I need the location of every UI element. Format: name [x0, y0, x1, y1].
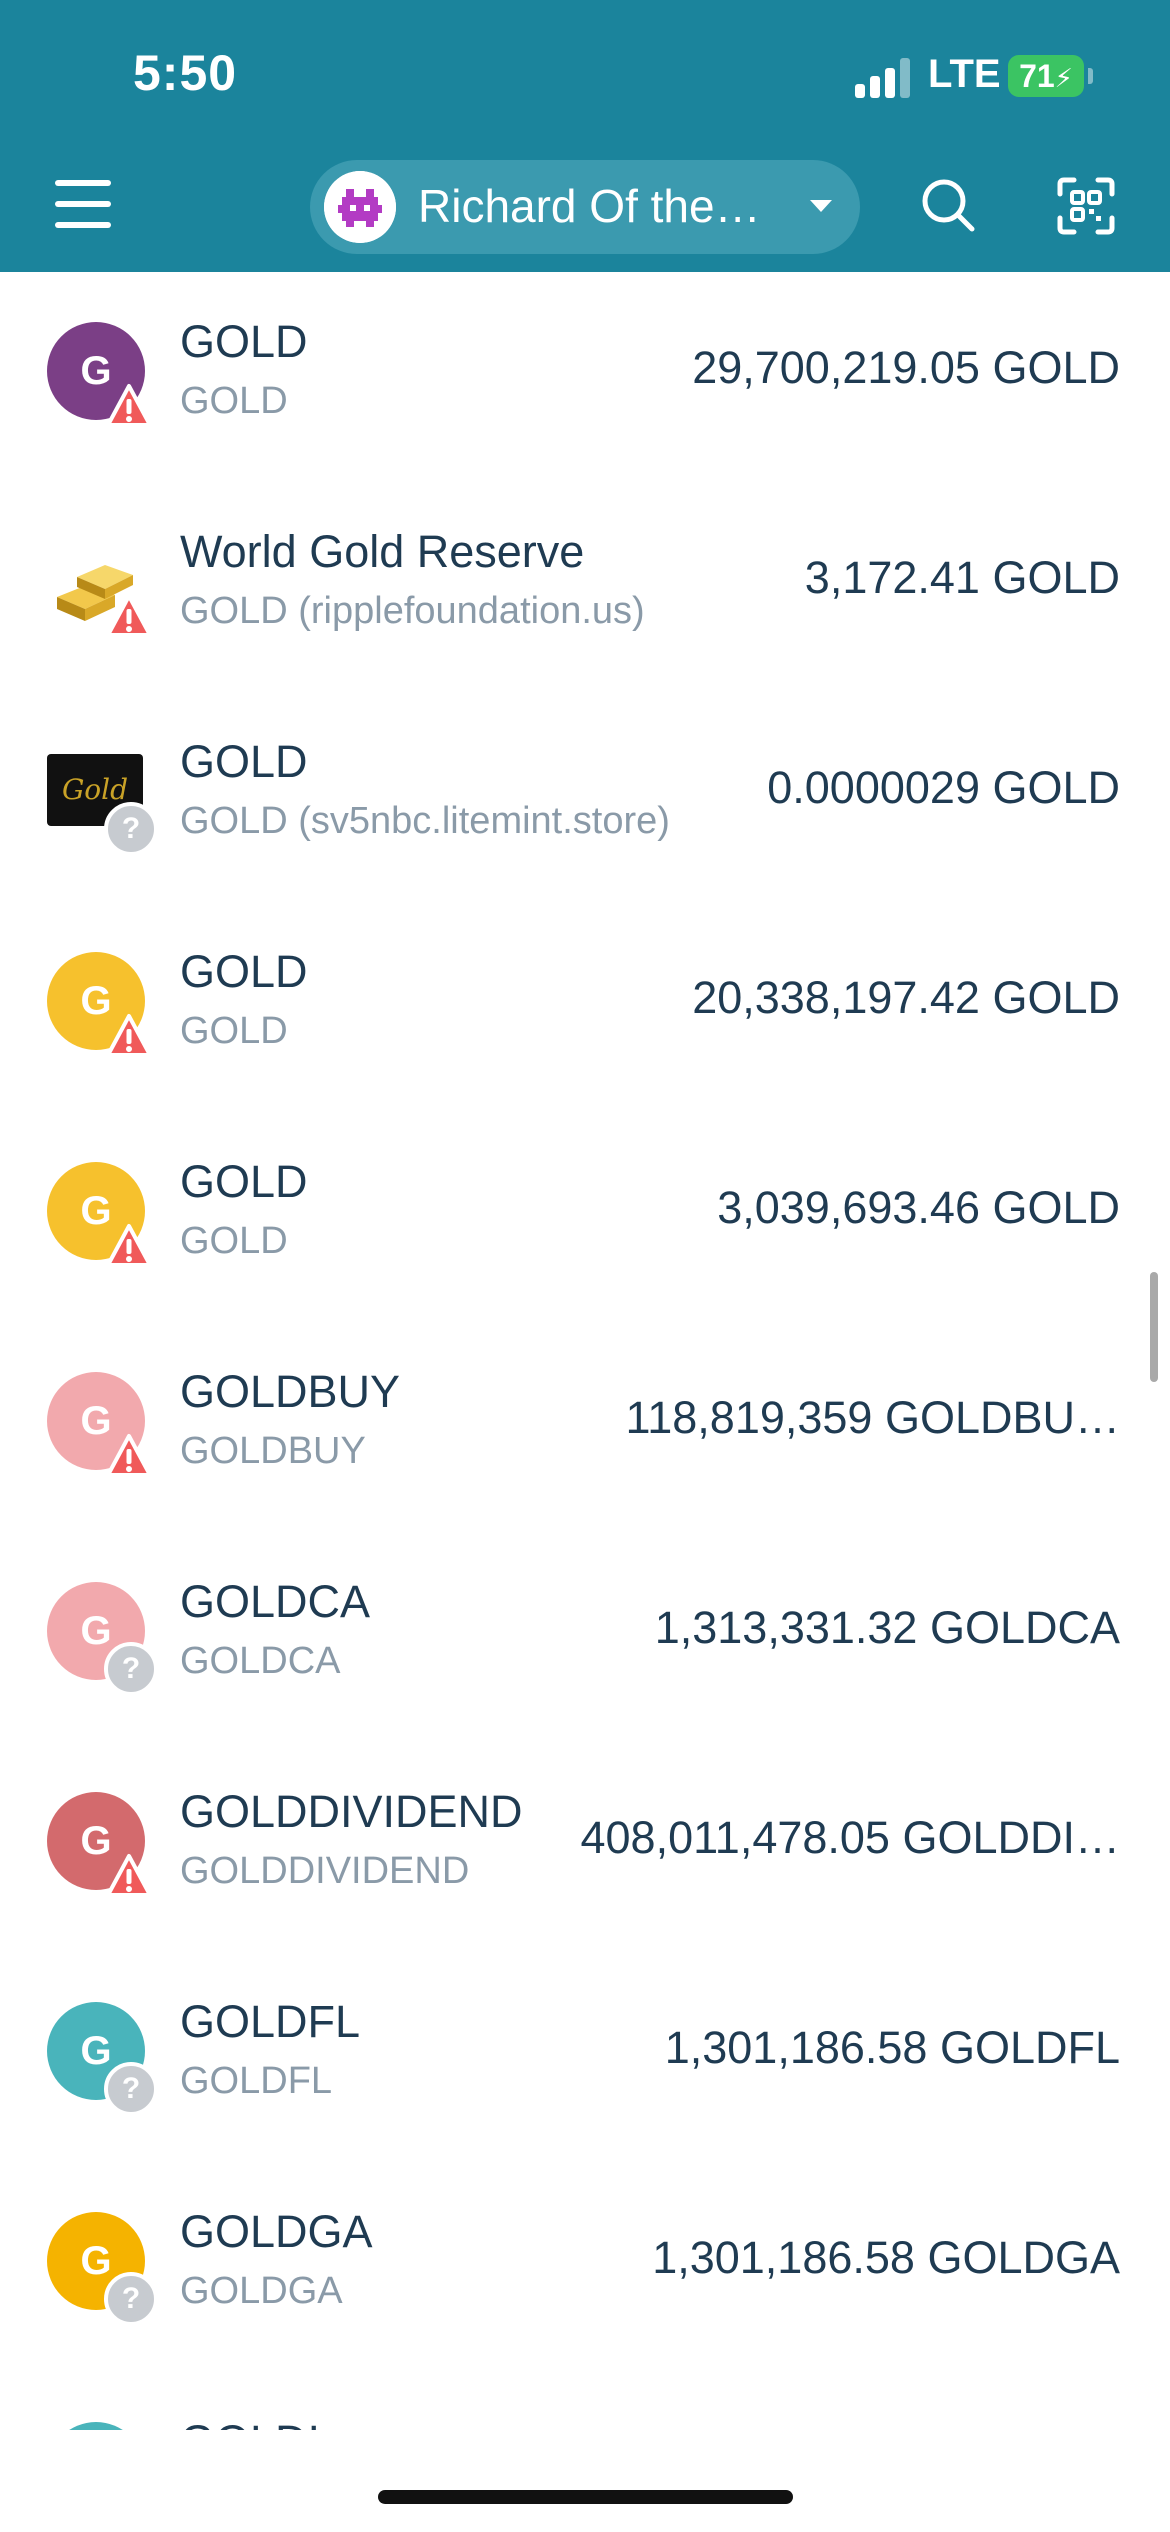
token-name: GOLDFL	[180, 1996, 361, 2047]
token-balance: 1,313,331.32 GOLDCA	[654, 1602, 1120, 1653]
warning-icon	[106, 1014, 152, 1057]
list-item[interactable]: Gold ? GOLD GOLD (sv5nbc.litemint.store)…	[0, 692, 1170, 902]
token-balance: 20,338,197.42 GOLD	[692, 972, 1120, 1023]
unknown-icon: ?	[104, 2272, 158, 2326]
list-item[interactable]: G GOLDDIVIDEND GOLDDIVIDEND 408,011,478.…	[0, 1742, 1170, 1952]
token-issuer: GOLDCA	[180, 1640, 341, 1682]
token-balance: 118,819,359 GOLDBU…	[625, 1392, 1120, 1443]
search-icon[interactable]	[918, 175, 978, 235]
status-time: 5:50	[133, 45, 238, 101]
list-item[interactable]: G ? GOLDGA GOLDGA 1,301,186.58 GOLDGA	[0, 2162, 1170, 2372]
token-name: GOLD	[180, 736, 308, 787]
token-issuer: GOLDFL	[180, 2060, 333, 2102]
app-header: 5:50 LTE 71⚡	[0, 0, 1170, 272]
token-list: G GOLD GOLD 29,700,219.05 GOLD World Gol…	[0, 272, 1170, 2430]
warning-icon	[106, 384, 152, 427]
token-balance: 3,039,693.46 GOLD	[717, 1182, 1120, 1233]
token-issuer: GOLDBUY	[180, 1430, 366, 1472]
home-indicator[interactable]	[378, 2490, 793, 2504]
caret-down-icon	[810, 200, 832, 212]
token-name: GOLD	[180, 316, 308, 367]
list-item[interactable]: G GOLDBUY GOLDBUY 118,819,359 GOLDBU…	[0, 1322, 1170, 1532]
list-item[interactable]: G ? GOLDCA GOLDCA 1,313,331.32 GOLDCA	[0, 1532, 1170, 1742]
pixel-avatar-icon	[324, 171, 396, 243]
warning-icon	[106, 1854, 152, 1897]
hamburger-menu-icon[interactable]	[55, 180, 113, 230]
unknown-icon: ?	[104, 802, 158, 856]
token-balance: 1,301,186.58 GOLDGA	[652, 2232, 1120, 2283]
list-item[interactable]: G GOLD GOLD 20,338,197.42 GOLD	[0, 902, 1170, 1112]
token-issuer: GOLD (ripplefoundation.us)	[180, 590, 645, 632]
token-balance: 408,011,478.05 GOLDDI…	[580, 1812, 1121, 1863]
unknown-icon: ?	[104, 1642, 158, 1696]
gold-bars-icon	[57, 565, 133, 621]
token-name: GOLD	[180, 946, 308, 997]
qr-scan-icon[interactable]	[1056, 176, 1116, 236]
token-issuer: GOLDDIVIDEND	[180, 1850, 470, 1892]
list-item[interactable]: G GOLD GOLD 29,700,219.05 GOLD	[0, 272, 1170, 482]
token-balance: 1,301,186.58 GOLDFL	[664, 2022, 1120, 2073]
list-item[interactable]: GOLDI…	[0, 2372, 1170, 2430]
token-issuer: GOLDGA	[180, 2270, 343, 2312]
token-name: GOLDI…	[180, 2416, 365, 2430]
list-item[interactable]: World Gold Reserve GOLD (ripplefoundatio…	[0, 482, 1170, 692]
token-balance: 3,172.41 GOLD	[804, 552, 1120, 603]
token-issuer: GOLD	[180, 1220, 288, 1262]
battery-level: 71	[1019, 58, 1055, 94]
list-item[interactable]: G ? GOLDFL GOLDFL 1,301,186.58 GOLDFL	[0, 1952, 1170, 2162]
token-name: GOLD	[180, 1156, 308, 1207]
list-item[interactable]: G GOLD GOLD 3,039,693.46 GOLD	[0, 1112, 1170, 1322]
token-issuer: GOLD (sv5nbc.litemint.store)	[180, 800, 670, 842]
warning-icon	[106, 1434, 152, 1477]
token-issuer: GOLD	[180, 380, 288, 422]
account-name: Richard Of the…	[418, 180, 761, 232]
account-avatar	[324, 171, 396, 243]
battery-tip	[1088, 68, 1093, 84]
token-name: World Gold Reserve	[180, 526, 585, 577]
scrollbar[interactable]	[1150, 1272, 1158, 1382]
token-name: GOLDGA	[180, 2206, 373, 2257]
unknown-icon: ?	[104, 2062, 158, 2116]
warning-icon	[106, 1224, 152, 1267]
token-balance: 29,700,219.05 GOLD	[692, 342, 1120, 393]
token-icon	[47, 2422, 145, 2430]
account-selector[interactable]: Richard Of the…	[310, 160, 860, 254]
network-type: LTE	[928, 52, 1001, 96]
battery-icon: 71⚡	[1008, 55, 1084, 97]
cellular-signal-icon	[855, 58, 911, 98]
token-name: GOLDCA	[180, 1576, 371, 1627]
warning-icon	[106, 594, 152, 637]
token-balance: 0.0000029 GOLD	[767, 762, 1120, 813]
token-name: GOLDDIVIDEND	[180, 1786, 523, 1837]
token-issuer: GOLD	[180, 1010, 288, 1052]
token-name: GOLDBUY	[180, 1366, 401, 1417]
